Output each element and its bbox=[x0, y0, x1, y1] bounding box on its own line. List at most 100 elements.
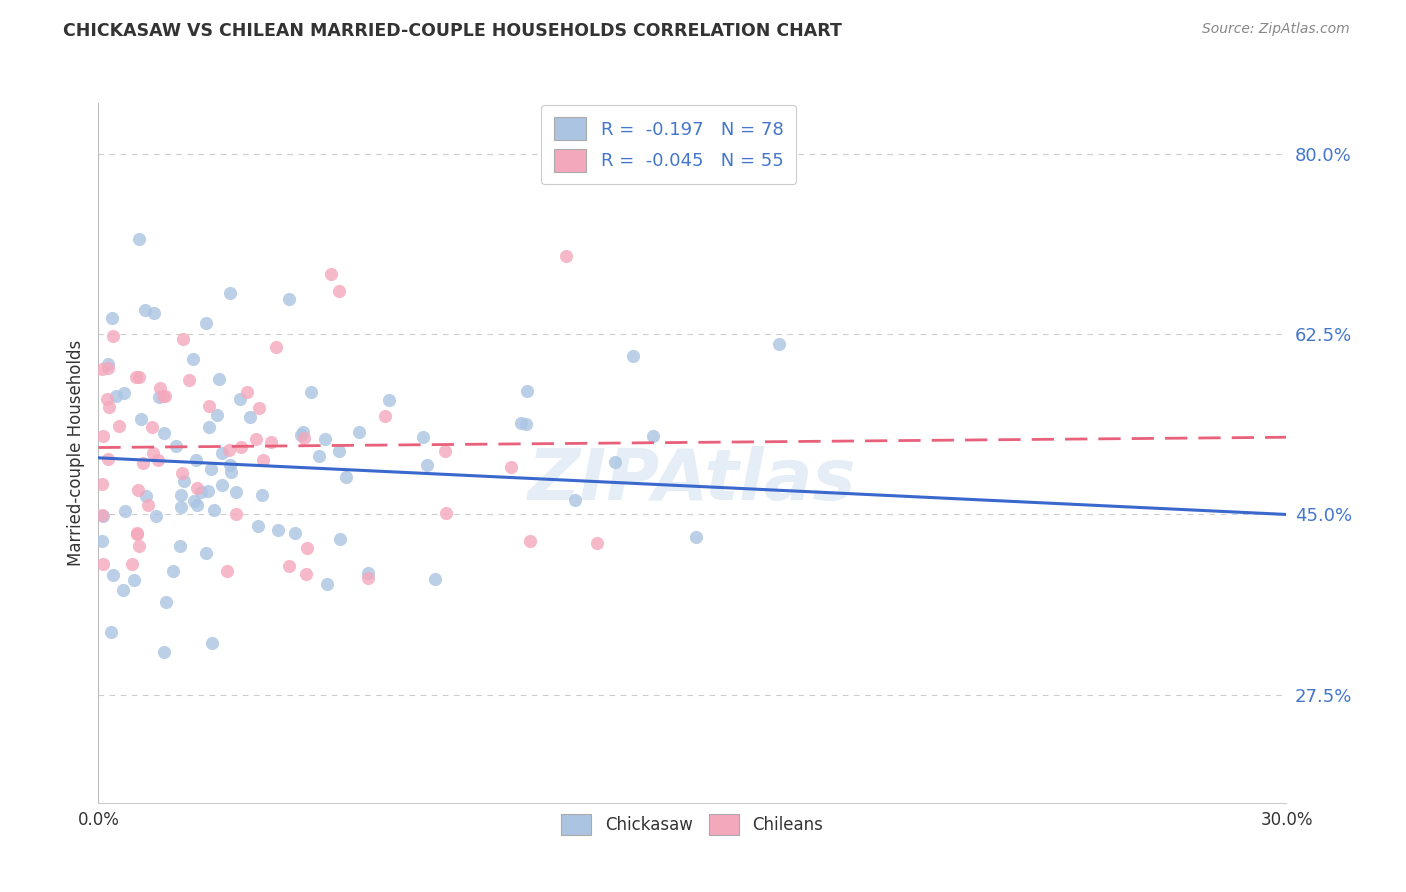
Point bbox=[349, 425, 371, 439]
Text: ZIPAtlas: ZIPAtlas bbox=[529, 446, 856, 516]
Point bbox=[267, 523, 290, 537]
Point bbox=[186, 498, 208, 512]
Point bbox=[292, 431, 315, 445]
Point bbox=[135, 489, 157, 503]
Point bbox=[555, 248, 578, 262]
Point bbox=[211, 477, 233, 491]
Point bbox=[374, 409, 396, 423]
Point bbox=[112, 385, 135, 400]
Point bbox=[433, 444, 456, 458]
Point bbox=[299, 384, 322, 399]
Point bbox=[186, 482, 208, 496]
Point bbox=[122, 573, 145, 587]
Point bbox=[165, 439, 187, 453]
Point bbox=[219, 286, 242, 301]
Point bbox=[215, 564, 238, 578]
Point bbox=[218, 443, 240, 458]
Point bbox=[152, 389, 174, 403]
Point bbox=[501, 459, 523, 474]
Point bbox=[132, 456, 155, 470]
Point bbox=[91, 508, 114, 522]
Point bbox=[91, 508, 114, 523]
Point bbox=[170, 500, 193, 514]
Point bbox=[319, 267, 342, 281]
Point bbox=[177, 373, 200, 387]
Point bbox=[134, 303, 156, 318]
Point bbox=[292, 425, 315, 439]
Point bbox=[149, 381, 172, 395]
Point bbox=[515, 417, 537, 432]
Point bbox=[308, 449, 330, 463]
Y-axis label: Married-couple Households: Married-couple Households bbox=[66, 340, 84, 566]
Point bbox=[153, 426, 176, 441]
Point bbox=[225, 508, 247, 522]
Point bbox=[564, 492, 586, 507]
Point bbox=[169, 539, 191, 553]
Point bbox=[294, 567, 316, 582]
Point bbox=[235, 385, 257, 400]
Point bbox=[114, 504, 136, 518]
Point bbox=[335, 470, 357, 484]
Point bbox=[229, 392, 252, 406]
Point bbox=[91, 477, 114, 491]
Point bbox=[190, 485, 212, 500]
Point bbox=[98, 400, 121, 414]
Point bbox=[104, 389, 127, 403]
Point bbox=[278, 292, 301, 306]
Point bbox=[277, 558, 299, 573]
Point bbox=[328, 444, 350, 458]
Point bbox=[229, 440, 252, 454]
Point bbox=[200, 461, 222, 475]
Point bbox=[183, 493, 205, 508]
Point bbox=[509, 416, 531, 430]
Point bbox=[162, 564, 184, 578]
Point bbox=[97, 452, 120, 467]
Point bbox=[247, 518, 270, 533]
Point bbox=[219, 465, 242, 479]
Text: CHICKASAW VS CHILEAN MARRIED-COUPLE HOUSEHOLDS CORRELATION CHART: CHICKASAW VS CHILEAN MARRIED-COUPLE HOUS… bbox=[63, 22, 842, 40]
Point bbox=[183, 352, 205, 367]
Point bbox=[141, 420, 163, 434]
Point bbox=[101, 568, 124, 582]
Point bbox=[172, 467, 194, 481]
Legend: Chickasaw, Chileans: Chickasaw, Chileans bbox=[550, 802, 835, 847]
Point bbox=[142, 446, 165, 460]
Point bbox=[91, 429, 114, 443]
Point bbox=[194, 317, 217, 331]
Point bbox=[170, 488, 193, 502]
Point bbox=[148, 390, 170, 404]
Point bbox=[641, 429, 664, 443]
Point bbox=[97, 357, 120, 371]
Point bbox=[357, 566, 380, 581]
Point bbox=[314, 432, 336, 446]
Point bbox=[621, 350, 644, 364]
Point bbox=[97, 360, 120, 375]
Point bbox=[328, 284, 350, 298]
Point bbox=[128, 370, 150, 384]
Point bbox=[153, 389, 176, 403]
Point bbox=[519, 533, 541, 548]
Point bbox=[357, 571, 380, 585]
Point bbox=[155, 595, 177, 609]
Point bbox=[423, 572, 446, 586]
Point bbox=[264, 339, 287, 353]
Point bbox=[202, 502, 225, 516]
Point bbox=[295, 541, 318, 556]
Point bbox=[211, 446, 233, 460]
Point bbox=[100, 310, 122, 325]
Point bbox=[172, 332, 194, 346]
Point bbox=[194, 546, 217, 560]
Text: Source: ZipAtlas.com: Source: ZipAtlas.com bbox=[1202, 22, 1350, 37]
Point bbox=[290, 428, 312, 442]
Point bbox=[768, 336, 790, 351]
Point bbox=[145, 509, 167, 524]
Point bbox=[153, 645, 176, 659]
Point bbox=[284, 526, 307, 541]
Point bbox=[250, 488, 273, 502]
Point bbox=[112, 582, 135, 597]
Point bbox=[245, 432, 267, 446]
Point bbox=[434, 506, 457, 520]
Point bbox=[247, 401, 270, 415]
Point bbox=[101, 329, 124, 343]
Point bbox=[127, 527, 149, 541]
